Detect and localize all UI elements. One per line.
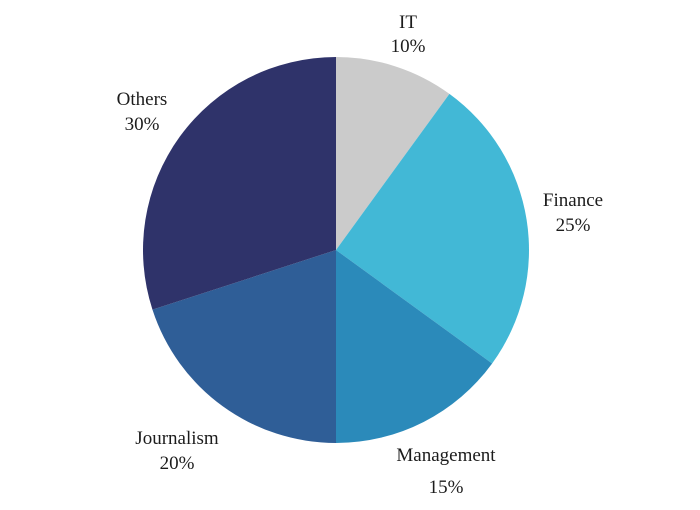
- pie-slice-others: [143, 57, 336, 310]
- slice-value-finance: 25%: [556, 215, 591, 236]
- labels-layer: IT 10% Finance 25% Management 15% Journalism 20…: [117, 12, 603, 498]
- pie-slice-finance: [336, 93, 529, 364]
- slice-value-others: 30%: [125, 114, 160, 135]
- slice-value-journalism: 20%: [160, 453, 195, 474]
- slice-label-journalism: Journalism: [135, 428, 219, 449]
- slice-label-it: IT: [399, 12, 417, 33]
- pie-slice-management: [336, 250, 493, 443]
- pie-slice-it: [336, 57, 450, 250]
- pie-slice-journalism: [152, 250, 336, 443]
- slice-value-management: 15%: [429, 477, 464, 498]
- slice-label-finance: Finance: [543, 190, 603, 211]
- slice-label-management: Management: [396, 445, 496, 466]
- slices-layer: [143, 57, 529, 443]
- slice-value-it: 10%: [391, 36, 426, 57]
- slice-label-others: Others: [117, 89, 168, 110]
